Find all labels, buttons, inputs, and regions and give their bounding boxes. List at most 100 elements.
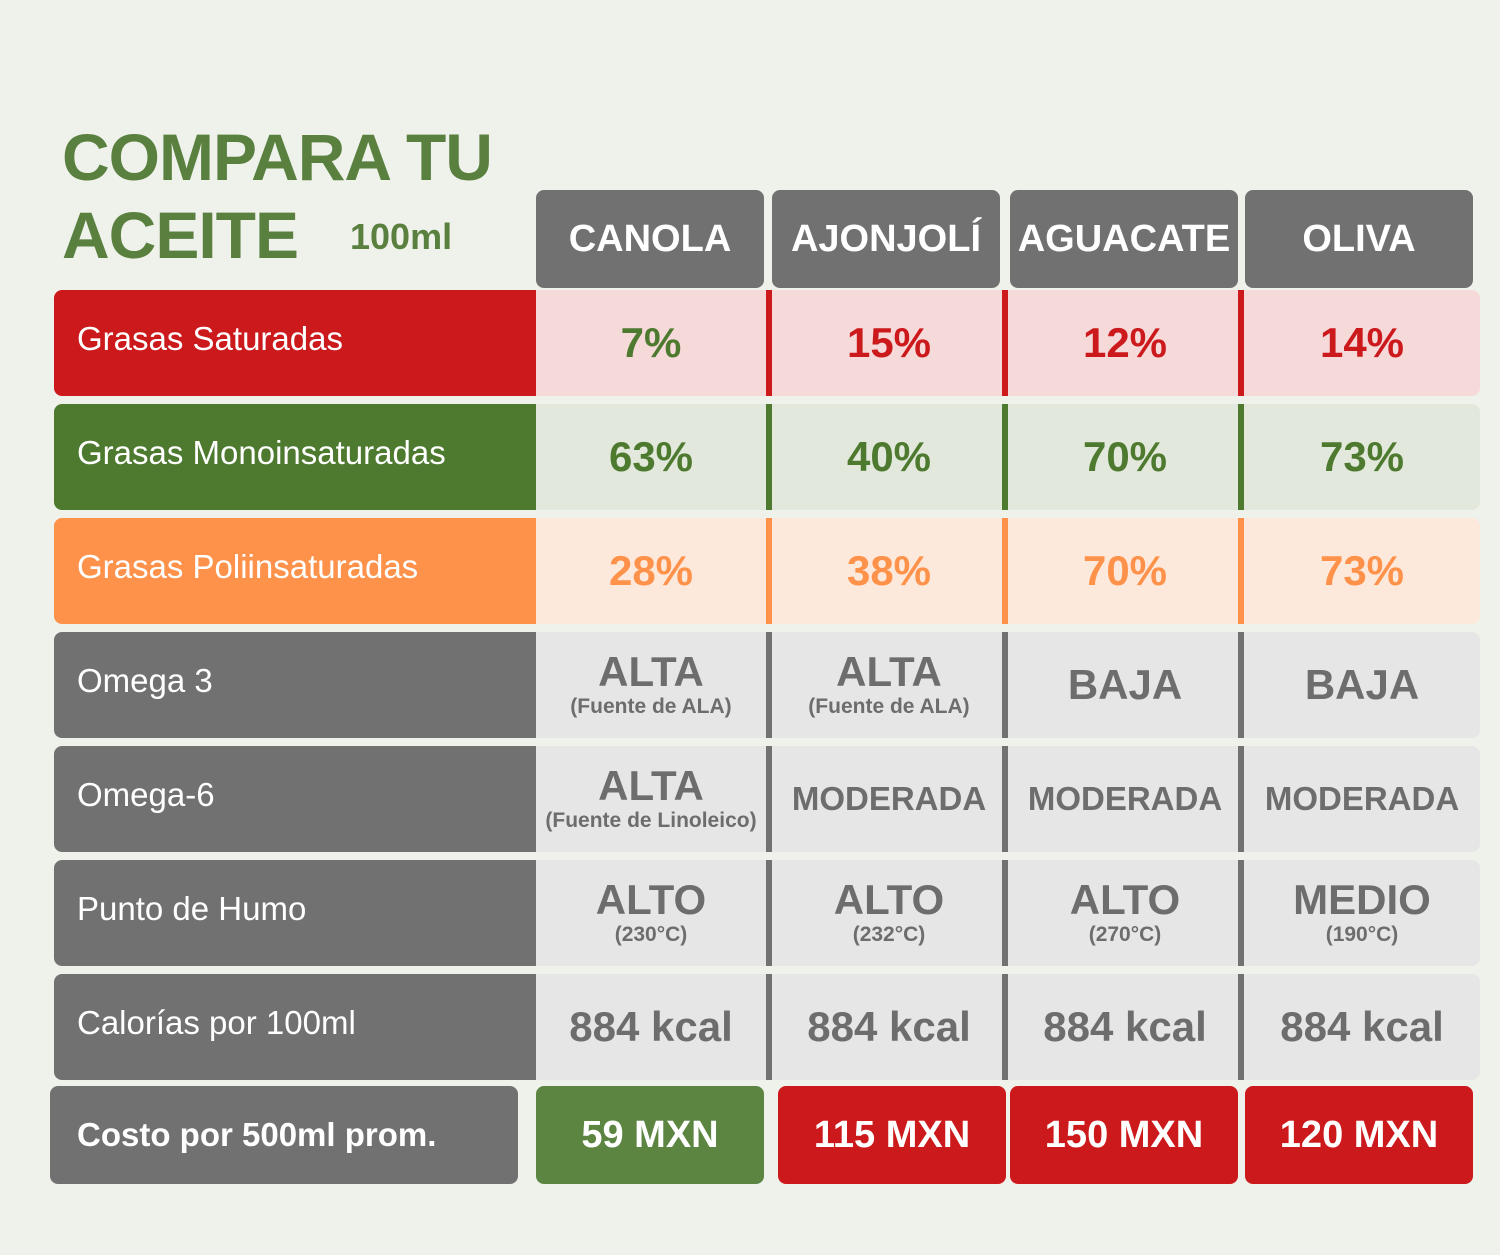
row-label: Omega 3 — [54, 632, 536, 738]
table-cell: 884 kcal — [772, 974, 1006, 1080]
cell-value: ALTA — [598, 648, 704, 695]
column-divider — [1238, 746, 1244, 852]
table-cell: 884 kcal — [1244, 974, 1480, 1080]
column-divider — [1238, 974, 1244, 1080]
table-cell: ALTA (Fuente de ALA) — [536, 632, 766, 738]
cell-subvalue: (232°C) — [852, 923, 926, 946]
row-label: Punto de Humo — [54, 860, 536, 966]
column-divider — [1002, 632, 1008, 738]
table-cell: MEDIO (190°C) — [1244, 860, 1480, 966]
row-label-text: Calorías por 100ml — [77, 1004, 356, 1041]
row-saturated: Grasas Saturadas 7% 15% 12% 14% — [54, 290, 1480, 396]
row-label-text: Punto de Humo — [77, 890, 307, 927]
column-divider — [766, 860, 772, 966]
row-cells: 28% 38% 70% 73% — [536, 518, 1480, 624]
cell-value: ALTA — [836, 648, 942, 695]
table-cell: ALTO (230°C) — [536, 860, 766, 966]
table-cell: ALTA (Fuente de Linoleico) — [536, 746, 766, 852]
row-label: Omega-6 — [54, 746, 536, 852]
column-divider — [1002, 518, 1008, 624]
row-cells: 884 kcal 884 kcal 884 kcal 884 kcal — [536, 974, 1480, 1080]
cell-value: 38% — [846, 547, 932, 594]
column-divider — [1238, 518, 1244, 624]
cell-value: ALTO — [1069, 876, 1181, 923]
table-cell: 38% — [772, 518, 1006, 624]
row-label-text: Grasas Saturadas — [77, 320, 343, 357]
table-cell: 63% — [536, 404, 766, 510]
column-divider — [766, 974, 772, 1080]
table-cell: BAJA — [1244, 632, 1480, 738]
row-label-text: Grasas Monoinsaturadas — [77, 434, 446, 471]
cell-value: 63% — [608, 433, 694, 480]
cell-value: MODERADA — [1264, 780, 1460, 817]
column-divider — [1238, 632, 1244, 738]
table-cell: 15% — [772, 290, 1006, 396]
row-label: Grasas Saturadas — [54, 290, 536, 396]
table-cell: MODERADA — [772, 746, 1006, 852]
cell-subvalue: (270°C) — [1088, 923, 1162, 946]
column-header-ajonjoli: AJONJOLÍ — [772, 190, 1000, 288]
row-label-text: Omega 3 — [77, 662, 213, 699]
cell-value: 884 kcal — [1043, 1003, 1207, 1050]
table-cell: ALTA (Fuente de ALA) — [772, 632, 1006, 738]
cell-value: 7% — [620, 319, 682, 366]
cell-value: 40% — [846, 433, 932, 480]
column-divider — [1002, 974, 1008, 1080]
cell-value: BAJA — [1304, 661, 1420, 708]
row-cells: 7% 15% 12% 14% — [536, 290, 1480, 396]
cell-value: ALTO — [833, 876, 945, 923]
row-monounsaturated: Grasas Monoinsaturadas 63% 40% 70% 73% — [54, 404, 1480, 510]
cell-value: 70% — [1082, 547, 1168, 594]
table-cell: 40% — [772, 404, 1006, 510]
table-cell: BAJA — [1008, 632, 1242, 738]
cell-value: 15% — [846, 319, 932, 366]
row-cells: ALTO (230°C) ALTO (232°C) ALTO (270°C) MEDIO (1… — [536, 860, 1480, 966]
table-cell: MODERADA — [1008, 746, 1242, 852]
table-cell: 70% — [1008, 518, 1242, 624]
cost-canola: 59 MXN — [536, 1086, 764, 1184]
cell-value: BAJA — [1067, 661, 1183, 708]
cell-subvalue: (190°C) — [1325, 923, 1399, 946]
cell-subvalue: (Fuente de ALA) — [808, 695, 970, 718]
table-cell: MODERADA — [1244, 746, 1480, 852]
cell-value: 884 kcal — [807, 1003, 971, 1050]
column-divider — [1002, 860, 1008, 966]
cell-value: 73% — [1319, 547, 1405, 594]
cell-value: 70% — [1082, 433, 1168, 480]
column-header-aguacate: AGUACATE — [1010, 190, 1238, 288]
row-polyunsaturated: Grasas Poliinsaturadas 28% 38% 70% 73% — [54, 518, 1480, 624]
column-divider — [1238, 290, 1244, 396]
title-line-2: ACEITE — [62, 198, 299, 272]
row-label: Grasas Monoinsaturadas — [54, 404, 536, 510]
table-cell: 14% — [1244, 290, 1480, 396]
table-cell: 73% — [1244, 404, 1480, 510]
page-title: COMPARA TU ACEITE — [62, 118, 493, 274]
cell-subvalue: (Fuente de ALA) — [570, 695, 732, 718]
row-cells: ALTA (Fuente de ALA) ALTA (Fuente de ALA) BA… — [536, 632, 1480, 738]
column-divider — [1238, 404, 1244, 510]
column-divider — [766, 746, 772, 852]
column-divider — [1002, 404, 1008, 510]
table-cell: 7% — [536, 290, 766, 396]
cell-subvalue: (Fuente de Linoleico) — [545, 809, 757, 832]
row-label: Calorías por 100ml — [54, 974, 536, 1080]
cost-row-label: Costo por 500ml prom. — [50, 1086, 518, 1184]
row-omega-3: Omega 3 ALTA (Fuente de ALA) ALTA (Fuente de… — [54, 632, 1480, 738]
row-omega-6: Omega-6 ALTA (Fuente de Linoleico) MODERADA… — [54, 746, 1480, 852]
cell-value: 884 kcal — [1280, 1003, 1444, 1050]
row-cells: 63% 40% 70% 73% — [536, 404, 1480, 510]
column-divider — [766, 290, 772, 396]
cell-value: 12% — [1082, 319, 1168, 366]
cell-value: ALTA — [598, 762, 704, 809]
cost-aguacate: 150 MXN — [1010, 1086, 1238, 1184]
row-label-text: Omega-6 — [77, 776, 215, 813]
column-divider — [1238, 860, 1244, 966]
cell-value: 28% — [608, 547, 694, 594]
cell-subvalue: (230°C) — [614, 923, 688, 946]
cell-value: 14% — [1319, 319, 1405, 366]
cost-ajonjoli: 115 MXN — [778, 1086, 1006, 1184]
column-divider — [766, 518, 772, 624]
table-cell: ALTO (270°C) — [1008, 860, 1242, 966]
title-line-1: COMPARA TU — [62, 120, 493, 194]
table-cell: 884 kcal — [1008, 974, 1242, 1080]
